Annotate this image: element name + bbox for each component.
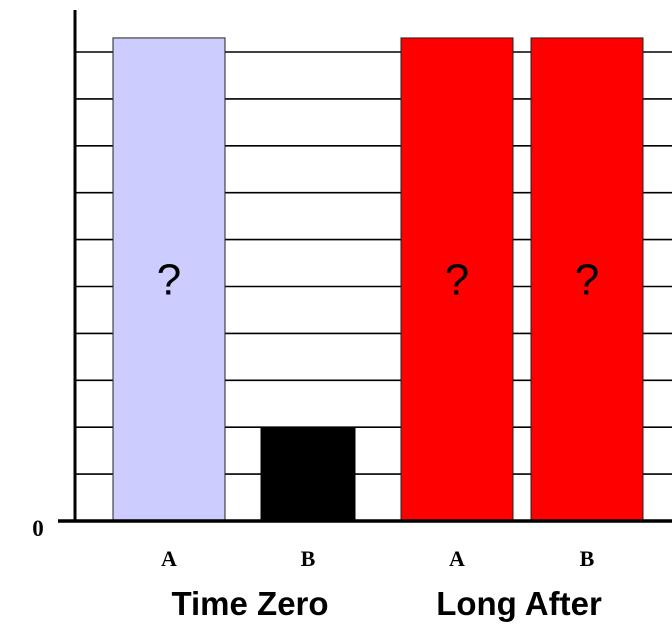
labels: ?? ? 0 A B A B Time Zero Long After: [32, 255, 602, 622]
category-label: A: [449, 546, 465, 571]
category-label: A: [161, 546, 177, 571]
bar-label: ?: [575, 255, 599, 304]
bar: [112, 37, 226, 522]
category-label: B: [301, 546, 316, 571]
group-label: Time Zero: [171, 585, 328, 622]
bar-label: ?: [157, 255, 181, 304]
bar: [400, 37, 514, 522]
y-tick-label: 0: [32, 516, 44, 541]
bar-label: ?: [445, 255, 469, 304]
axes: [58, 10, 672, 523]
bar: [260, 426, 356, 522]
category-label: B: [580, 546, 595, 571]
bars: [112, 37, 644, 522]
group-label: Long After: [436, 585, 602, 622]
